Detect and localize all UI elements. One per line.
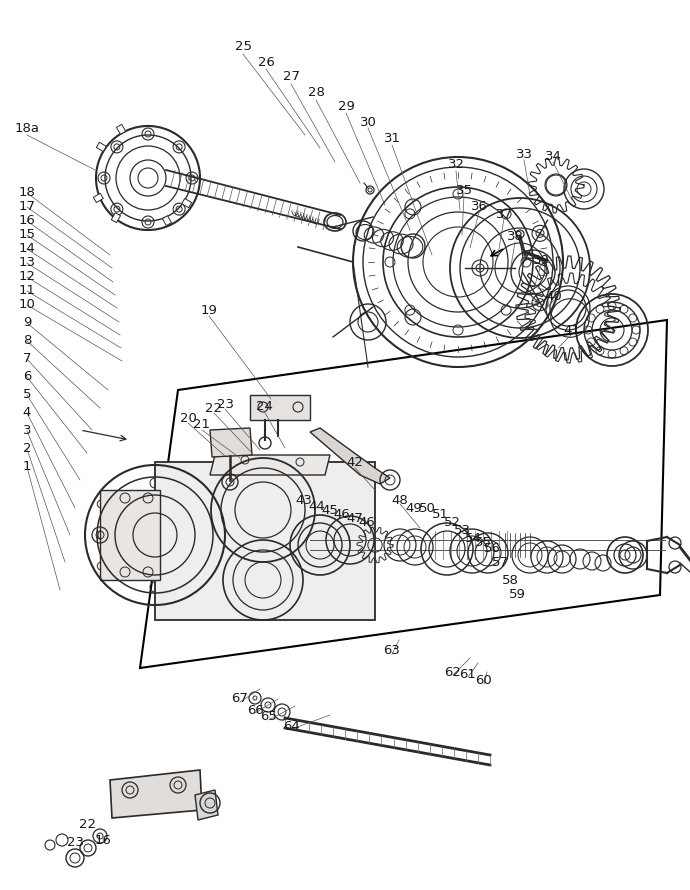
Text: 46: 46: [334, 508, 351, 522]
Text: 21: 21: [193, 418, 210, 432]
Text: 3: 3: [23, 425, 31, 438]
Text: 35: 35: [455, 183, 473, 197]
Text: 1: 1: [23, 460, 31, 473]
Text: 14: 14: [19, 242, 35, 255]
Polygon shape: [210, 455, 330, 475]
Polygon shape: [210, 428, 252, 457]
Text: 43: 43: [295, 495, 313, 507]
Text: 39: 39: [533, 255, 549, 268]
Text: 62: 62: [444, 666, 462, 678]
Text: 7: 7: [23, 352, 31, 366]
Text: 19: 19: [201, 303, 217, 317]
Polygon shape: [250, 395, 310, 420]
Text: 64: 64: [284, 719, 300, 732]
Polygon shape: [195, 790, 218, 820]
Polygon shape: [140, 320, 667, 668]
Text: 63: 63: [384, 643, 400, 657]
Text: 2: 2: [23, 442, 31, 456]
Text: 26: 26: [257, 55, 275, 69]
Text: 16: 16: [19, 214, 35, 228]
Text: 13: 13: [19, 256, 35, 270]
Text: 11: 11: [19, 285, 35, 297]
Text: 56: 56: [484, 541, 500, 554]
Text: 5: 5: [23, 389, 31, 401]
Text: 46: 46: [359, 516, 375, 530]
Bar: [181, 198, 192, 207]
Text: 15: 15: [19, 229, 35, 241]
Text: 30: 30: [359, 116, 377, 128]
Text: 18: 18: [19, 187, 35, 199]
Text: 29: 29: [337, 101, 355, 114]
Text: 48: 48: [392, 493, 408, 506]
Text: 8: 8: [23, 335, 31, 347]
Polygon shape: [310, 428, 390, 484]
Bar: [162, 215, 172, 226]
Text: 60: 60: [475, 674, 493, 686]
Text: 18а: 18а: [14, 122, 39, 134]
Text: 33: 33: [515, 149, 533, 161]
Text: 57: 57: [491, 555, 509, 569]
Text: 42: 42: [346, 457, 364, 470]
Text: 47: 47: [346, 513, 364, 525]
Bar: [93, 193, 104, 203]
Text: 52: 52: [444, 515, 460, 529]
Text: 41: 41: [564, 323, 580, 336]
Polygon shape: [155, 462, 375, 620]
Text: 23: 23: [66, 837, 83, 849]
Polygon shape: [110, 770, 202, 818]
Bar: [117, 125, 126, 134]
Text: 12: 12: [19, 271, 35, 284]
Text: 36: 36: [471, 200, 487, 214]
Text: 65: 65: [261, 710, 277, 724]
Text: 66: 66: [246, 703, 264, 716]
Text: 40: 40: [546, 289, 562, 303]
Text: 37: 37: [495, 208, 513, 222]
Text: 34: 34: [544, 150, 562, 164]
Text: 38: 38: [506, 231, 524, 244]
Text: 51: 51: [431, 508, 448, 522]
Text: 55: 55: [475, 537, 491, 549]
Text: 20: 20: [179, 411, 197, 425]
Text: 24: 24: [255, 400, 273, 414]
Text: 17: 17: [19, 200, 35, 214]
Text: 61: 61: [460, 668, 476, 681]
Text: 9: 9: [23, 317, 31, 329]
Text: 50: 50: [419, 503, 435, 515]
Text: 32: 32: [448, 158, 464, 172]
Text: 53: 53: [453, 523, 471, 537]
Bar: [97, 142, 106, 151]
Text: 49: 49: [406, 501, 422, 514]
Text: 4: 4: [23, 407, 31, 419]
Text: 25: 25: [235, 41, 251, 53]
Text: 28: 28: [308, 86, 324, 100]
Text: 45: 45: [322, 505, 338, 517]
Text: 54: 54: [464, 531, 482, 545]
Text: 22: 22: [79, 819, 97, 831]
Text: 44: 44: [308, 499, 326, 513]
Text: 27: 27: [282, 70, 299, 84]
Text: 16: 16: [95, 834, 112, 846]
Text: 10: 10: [19, 298, 35, 312]
Text: 6: 6: [23, 370, 31, 384]
Text: 59: 59: [509, 588, 526, 602]
Text: 22: 22: [206, 402, 222, 416]
Text: 58: 58: [502, 573, 518, 587]
Text: 67: 67: [232, 692, 248, 706]
Text: 23: 23: [217, 399, 233, 411]
Bar: [111, 213, 121, 222]
Text: 31: 31: [384, 133, 400, 145]
Polygon shape: [100, 490, 160, 580]
